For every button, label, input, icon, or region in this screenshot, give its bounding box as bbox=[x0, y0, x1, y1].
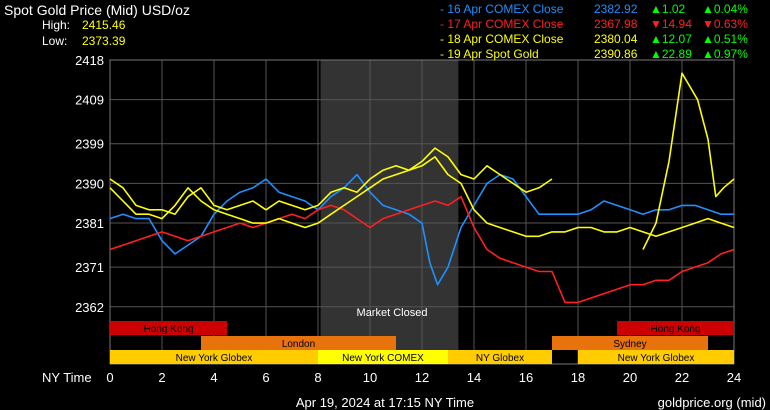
y-tick-label: 2362 bbox=[75, 300, 104, 315]
series-line-18-apr bbox=[109, 156, 735, 238]
legend-label: - 19 Apr Spot Gold bbox=[440, 47, 539, 61]
low-label: Low: bbox=[42, 34, 68, 48]
legend-change: ▲12.07 bbox=[650, 32, 692, 46]
x-tick-label: 22 bbox=[675, 370, 689, 385]
session-label: Hong Kong bbox=[143, 324, 193, 335]
session-label: New York Globex bbox=[176, 353, 253, 364]
x-tick-label: 8 bbox=[314, 370, 321, 385]
session-bar bbox=[578, 350, 734, 364]
chart-title: Spot Gold Price (Mid) USD/oz bbox=[4, 2, 190, 18]
x-tick-label: 16 bbox=[519, 370, 533, 385]
trading-sessions: Hong Kong Hong Kong London Sydney New York G… bbox=[110, 321, 734, 364]
series-line-16-apr bbox=[109, 173, 734, 286]
x-tick-label: 4 bbox=[210, 370, 217, 385]
session-label: Hong Kong bbox=[650, 324, 700, 335]
legend-value: 2367.98 bbox=[594, 17, 638, 31]
y-tick-label: 2371 bbox=[75, 260, 104, 275]
high-value: 2415.46 bbox=[82, 18, 126, 32]
legend-change: ▲1.02 bbox=[650, 2, 686, 16]
y-tick-label: 2399 bbox=[75, 137, 104, 152]
x-tick-label: 12 bbox=[415, 370, 429, 385]
session-label: NY Globex bbox=[476, 353, 524, 364]
market-closed-shade bbox=[320, 60, 459, 364]
legend-percent: ▲0.51% bbox=[702, 32, 748, 46]
x-axis-labels: 0 2 4 6 8 10 12 14 16 18 20 22 24 bbox=[106, 370, 741, 385]
y-tick-label: 2418 bbox=[75, 53, 104, 68]
legend-label: - 17 Apr COMEX Close bbox=[440, 17, 564, 31]
market-closed-label: Market Closed bbox=[357, 307, 428, 319]
x-tick-label: 2 bbox=[158, 370, 165, 385]
legend-value: 2380.04 bbox=[594, 32, 638, 46]
session-label: New York Globex bbox=[618, 353, 695, 364]
x-axis-title: NY Time bbox=[42, 370, 92, 385]
session-bar bbox=[201, 336, 396, 350]
legend-percent: ▲0.04% bbox=[702, 2, 748, 16]
legend-label: - 16 Apr COMEX Close bbox=[440, 2, 564, 16]
series-lines bbox=[109, 72, 735, 304]
x-tick-label: 24 bbox=[727, 370, 741, 385]
footer-timestamp: Apr 19, 2024 at 17:15 NY Time bbox=[296, 395, 474, 410]
footer-source: goldprice.org (mid) bbox=[658, 395, 766, 410]
session-bar bbox=[552, 336, 708, 350]
x-tick-label: 10 bbox=[363, 370, 377, 385]
session-label: London bbox=[282, 339, 315, 350]
x-tick-label: 6 bbox=[262, 370, 269, 385]
legend-change: ▼14.94 bbox=[650, 17, 692, 31]
session-label: Sydney bbox=[613, 339, 646, 350]
legend-value: 2390.86 bbox=[594, 47, 638, 61]
session-bar bbox=[110, 350, 318, 364]
low-value: 2373.39 bbox=[82, 34, 126, 48]
series-line-19-apr bbox=[109, 72, 735, 250]
legend-label: - 18 Apr COMEX Close bbox=[440, 32, 564, 46]
x-tick-label: 0 bbox=[106, 370, 113, 385]
chart-grid bbox=[109, 59, 735, 364]
legend-percent: ▲0.97% bbox=[702, 47, 748, 61]
y-axis-labels: 2418 2409 2399 2390 2381 2371 2362 bbox=[75, 53, 104, 315]
x-tick-label: 14 bbox=[467, 370, 481, 385]
x-tick-label: 20 bbox=[623, 370, 637, 385]
legend-change: ▲22.89 bbox=[650, 47, 692, 61]
legend-percent: ▼0.63% bbox=[702, 17, 748, 31]
y-tick-label: 2381 bbox=[75, 216, 104, 231]
y-tick-label: 2409 bbox=[75, 93, 104, 108]
session-label: New York COMEX bbox=[342, 353, 424, 364]
y-tick-label: 2390 bbox=[75, 176, 104, 191]
market-closed-region bbox=[320, 60, 459, 364]
x-tick-label: 18 bbox=[571, 370, 585, 385]
legend-value: 2382.92 bbox=[594, 2, 638, 16]
high-label: High: bbox=[42, 18, 71, 32]
series-line-17-apr bbox=[109, 195, 735, 304]
session-bar bbox=[318, 350, 448, 364]
session-bar bbox=[617, 321, 734, 335]
session-bar bbox=[110, 321, 227, 335]
session-bar bbox=[448, 350, 552, 364]
